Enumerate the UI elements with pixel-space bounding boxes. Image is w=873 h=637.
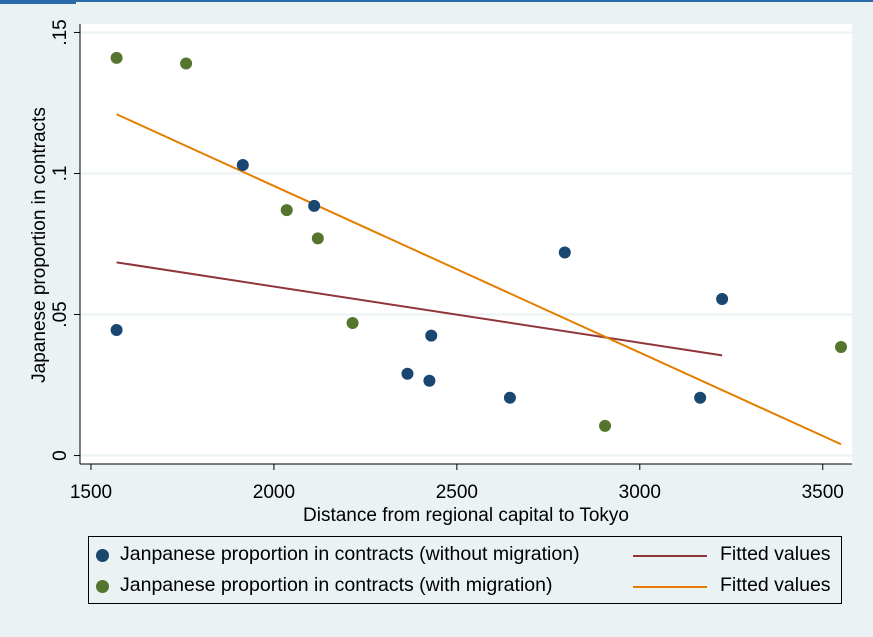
scatter-point-series-0 [558,246,571,259]
y-tick-label: .05 [50,301,71,327]
legend-marker-with-migration [96,580,109,593]
x-tick-label: 3000 [619,482,661,503]
x-tick-label: 2000 [253,482,295,503]
scatter-point-series-1 [311,232,324,245]
scatter-point-series-1 [346,316,359,329]
x-axis-ticks: 1500 2000 2500 3000 3500 [70,464,844,503]
fitted-line-2 [116,261,723,357]
legend-label-without-migration: Janpanese proportion in contracts (witho… [120,543,580,565]
legend-label-fitted-2: Fitted values [720,574,831,596]
scatter-chart: 1500 2000 2500 3000 3500 0 .05 .1 .15 Distance … [29,19,852,526]
fitted-lines [116,113,842,446]
gridlines [80,31,852,457]
x-tick-label: 3500 [802,482,844,503]
legend-row-without-migration: Janpanese proportion in contracts (witho… [89,541,841,571]
x-tick-label: 2500 [436,482,478,503]
scatter-point-series-0 [423,374,436,387]
window-top-border [0,0,873,2]
y-axis-ticks: 0 .05 .1 .15 [50,19,80,461]
fitted-line-3 [116,113,842,446]
scatter-point-series-0 [401,367,414,380]
plot-area [80,24,852,464]
chart-legend: Janpanese proportion in contracts (witho… [88,536,842,604]
scatter-point-series-0 [110,324,123,337]
scatter-point-series-0 [308,199,321,212]
legend-label-fitted-1: Fitted values [720,543,831,565]
scatter-point-series-1 [835,340,848,353]
legend-marker-without-migration [96,549,109,562]
y-axis-label: Japanese proportion in contracts [29,107,50,383]
legend-label-with-migration: Janpanese proportion in contracts (with … [120,574,553,596]
legend-line-fitted-2 [633,586,707,588]
scatter-point-series-0 [425,329,438,342]
legend-row-with-migration: Janpanese proportion in contracts (with … [89,572,841,602]
y-tick-label: .1 [50,166,71,182]
y-tick-label: 0 [50,450,71,461]
scatter-point-series-0 [503,391,516,404]
scatter-point-series-1 [599,419,612,432]
x-tick-label: 1500 [70,482,112,503]
scatter-point-series-1 [110,51,123,64]
scatter-points [110,51,848,432]
scatter-point-series-0 [236,159,249,172]
scatter-point-series-1 [280,204,293,217]
scatter-point-series-0 [694,391,707,404]
y-tick-label: .15 [50,19,71,45]
scatter-point-series-1 [180,57,193,70]
active-tab-indicator [0,0,76,4]
legend-line-fitted-1 [633,555,707,557]
scatter-point-series-0 [716,293,729,305]
x-axis-label: Distance from regional capital to Tokyo [303,505,629,526]
